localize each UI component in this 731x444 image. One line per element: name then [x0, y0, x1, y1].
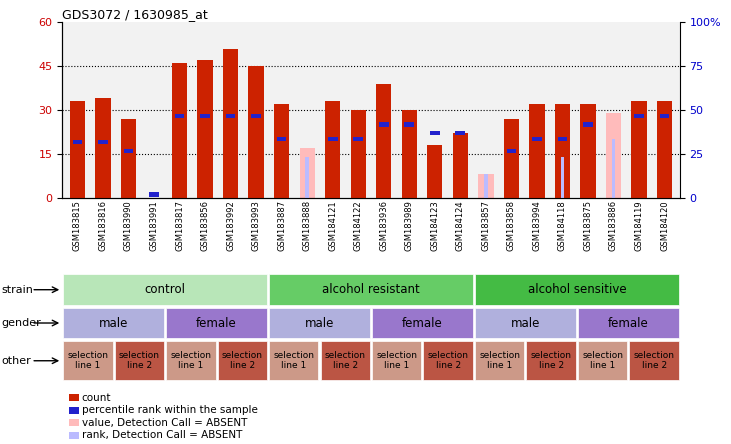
Text: selection
line 1: selection line 1 — [170, 351, 211, 370]
Bar — [379, 122, 389, 127]
Bar — [149, 192, 159, 197]
Bar — [578, 341, 627, 380]
Text: female: female — [402, 317, 443, 329]
Bar — [200, 114, 210, 118]
Bar — [427, 145, 442, 198]
Bar — [634, 114, 644, 118]
Text: selection
line 1: selection line 1 — [479, 351, 520, 370]
Bar — [529, 104, 545, 198]
Text: female: female — [608, 317, 648, 329]
Text: count: count — [82, 393, 111, 403]
Bar — [401, 110, 417, 198]
Bar — [197, 60, 213, 198]
Text: control: control — [145, 283, 186, 296]
Bar — [430, 131, 439, 135]
Bar — [475, 308, 576, 338]
Bar — [555, 148, 570, 198]
Bar — [327, 137, 338, 141]
Bar — [478, 174, 493, 198]
Bar — [300, 148, 315, 198]
Text: male: male — [99, 317, 129, 329]
Bar — [629, 341, 679, 380]
Bar — [423, 341, 473, 380]
Bar — [63, 341, 113, 380]
Bar — [175, 114, 184, 118]
Bar — [95, 98, 110, 198]
Bar — [455, 131, 465, 135]
Text: percentile rank within the sample: percentile rank within the sample — [82, 405, 258, 415]
Text: male: male — [511, 317, 540, 329]
Text: alcohol resistant: alcohol resistant — [322, 283, 420, 296]
Bar — [98, 140, 108, 144]
Text: selection
line 2: selection line 2 — [325, 351, 366, 370]
Bar — [251, 114, 261, 118]
Text: selection
line 1: selection line 1 — [376, 351, 417, 370]
Bar — [274, 104, 289, 198]
Bar — [63, 308, 164, 338]
Bar — [475, 341, 524, 380]
Text: rank, Detection Call = ABSENT: rank, Detection Call = ABSENT — [82, 430, 242, 440]
Text: female: female — [196, 317, 237, 329]
Text: selection
line 1: selection line 1 — [67, 351, 108, 370]
Bar — [372, 341, 422, 380]
Bar — [223, 48, 238, 198]
Bar — [115, 341, 164, 380]
Bar — [166, 341, 216, 380]
Bar — [555, 104, 570, 198]
Bar — [606, 113, 621, 198]
Bar — [632, 101, 647, 198]
Bar — [351, 110, 366, 198]
Text: selection
line 1: selection line 1 — [582, 351, 623, 370]
Bar — [657, 101, 673, 198]
Bar — [475, 274, 679, 305]
Text: selection
line 2: selection line 2 — [221, 351, 263, 370]
Bar — [269, 308, 370, 338]
Text: selection
line 2: selection line 2 — [531, 351, 572, 370]
Bar — [612, 139, 616, 198]
Bar — [404, 122, 414, 127]
Bar — [124, 149, 133, 153]
Text: selection
line 1: selection line 1 — [273, 351, 314, 370]
Bar — [166, 308, 267, 338]
Bar — [580, 104, 596, 198]
Text: selection
line 2: selection line 2 — [119, 351, 160, 370]
Bar — [558, 137, 567, 141]
Bar — [659, 114, 670, 118]
Text: alcohol sensitive: alcohol sensitive — [528, 283, 626, 296]
Bar — [249, 66, 264, 198]
Text: male: male — [305, 317, 334, 329]
Text: value, Detection Call = ABSENT: value, Detection Call = ABSENT — [82, 418, 247, 428]
Bar — [452, 133, 468, 198]
Bar — [306, 157, 309, 198]
Bar — [372, 308, 473, 338]
Text: gender: gender — [1, 318, 41, 328]
Bar — [578, 308, 679, 338]
Text: selection
line 2: selection line 2 — [634, 351, 675, 370]
Text: strain: strain — [1, 285, 34, 295]
Bar — [532, 137, 542, 141]
Bar — [277, 137, 287, 141]
Bar — [121, 119, 136, 198]
Bar — [353, 137, 363, 141]
Bar — [226, 114, 235, 118]
Bar — [526, 341, 576, 380]
Bar — [69, 101, 85, 198]
Bar — [583, 122, 593, 127]
Bar — [325, 101, 341, 198]
Bar — [63, 274, 267, 305]
Text: other: other — [1, 356, 31, 366]
Text: selection
line 2: selection line 2 — [428, 351, 469, 370]
Bar — [218, 341, 267, 380]
Bar — [172, 63, 187, 198]
Bar — [269, 274, 473, 305]
Bar — [507, 149, 516, 153]
Bar — [484, 174, 488, 198]
Bar — [269, 341, 319, 380]
Text: GDS3072 / 1630985_at: GDS3072 / 1630985_at — [62, 8, 208, 21]
Bar — [504, 119, 519, 198]
Bar — [376, 83, 391, 198]
Bar — [72, 140, 83, 144]
Bar — [320, 341, 370, 380]
Bar — [561, 157, 564, 198]
